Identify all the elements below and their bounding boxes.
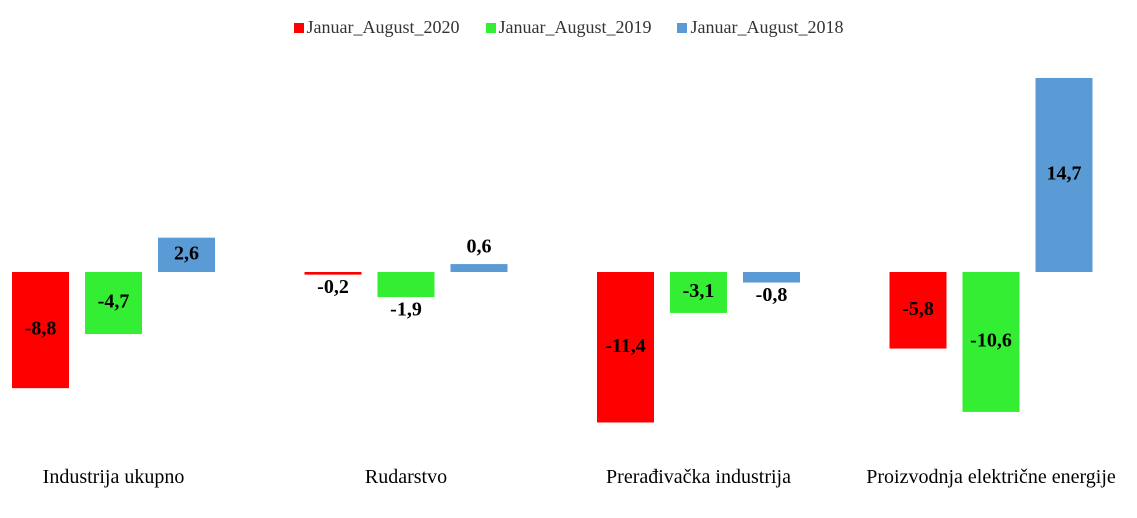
- bar: [85, 272, 142, 335]
- data-label: -0,8: [756, 284, 788, 306]
- data-label: -1,9: [390, 299, 422, 321]
- legend-label: Januar_August_2018: [690, 17, 844, 37]
- legend-label: Januar_August_2020: [306, 17, 460, 37]
- bar: [743, 272, 800, 283]
- legend-swatch: [677, 22, 688, 33]
- bar: [377, 272, 435, 298]
- legend-swatch: [485, 22, 496, 33]
- bar: [889, 272, 947, 349]
- data-label: -0,2: [317, 276, 349, 298]
- legend-item: Januar_August_2019: [485, 17, 652, 38]
- data-label: 2,6: [174, 242, 199, 264]
- x-tick-label: Prerađivačka industrija: [606, 466, 791, 488]
- data-label: -3,1: [683, 280, 715, 302]
- data-label: 14,7: [1047, 163, 1082, 185]
- data-label: -4,7: [98, 291, 130, 313]
- x-tick-label: Industrija ukupno: [42, 466, 185, 488]
- data-label: -8,8: [25, 318, 57, 340]
- data-label: -10,6: [970, 330, 1012, 352]
- legend-item: Januar_August_2018: [677, 17, 843, 38]
- x-tick-label: Rudarstvo: [364, 466, 448, 488]
- data-label: -5,8: [902, 298, 934, 320]
- bar: [962, 272, 1020, 412]
- legend: Januar_August_2020 Januar_August_2019 Janu…: [0, 17, 1137, 38]
- legend-swatch: [293, 22, 304, 33]
- bar: [670, 272, 727, 313]
- bar: [158, 237, 215, 272]
- x-tick-label: Proizvodnja električne energije: [866, 466, 1116, 488]
- data-label: -11,4: [605, 335, 646, 357]
- data-label: 0,6: [467, 236, 492, 258]
- legend-label: Januar_August_2019: [498, 17, 652, 37]
- bar: [1035, 77, 1093, 273]
- bar: [450, 264, 508, 272]
- bar: [12, 272, 69, 389]
- legend-item: Januar_August_2020: [293, 17, 460, 38]
- bar: [597, 272, 654, 423]
- bar: [304, 272, 362, 275]
